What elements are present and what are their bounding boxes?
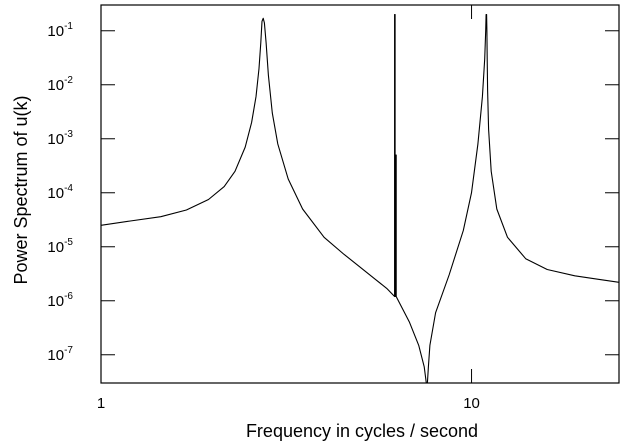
- plot-frame: [100, 4, 620, 384]
- series-layer: [100, 13, 620, 384]
- y-axis-title: Power Spectrum of u(k): [11, 95, 31, 284]
- y-tick-label: 10-2: [47, 75, 73, 94]
- y-tick-label: 10-1: [47, 21, 73, 40]
- x-axis-title: Frequency in cycles / second: [246, 421, 478, 441]
- x-tick-label: 1: [97, 395, 105, 412]
- y-tick-label: 10-7: [47, 345, 73, 364]
- y-axis-ticks: 10-1 10-2 10-3 10-4 10-5 10-6 10-7: [47, 21, 619, 364]
- y-tick-label: 10-5: [47, 237, 73, 256]
- x-tick-label: 10: [463, 395, 480, 412]
- y-tick-label: 10-6: [47, 291, 73, 310]
- x-axis-ticks: 1 10: [97, 5, 480, 412]
- y-tick-label: 10-3: [47, 129, 73, 148]
- y-tick-label: 10-4: [47, 183, 73, 202]
- spectrum-line: [100, 13, 620, 384]
- plot-area: [100, 4, 620, 384]
